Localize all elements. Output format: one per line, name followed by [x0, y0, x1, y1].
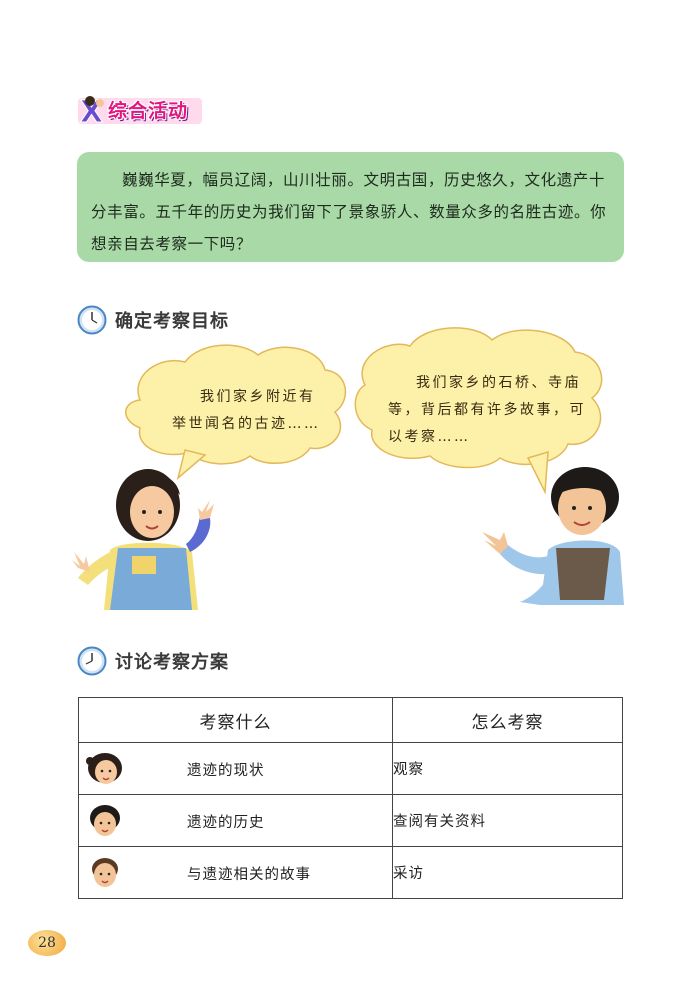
- clock-icon: [77, 646, 107, 676]
- girl-face-icon: [86, 753, 122, 784]
- table-cell-what: 遗迹的现状: [187, 763, 265, 779]
- section-header-goal: 确定考察目标: [77, 303, 229, 337]
- boy-face-icon: [92, 858, 118, 887]
- table-cell-how: 查阅有关资料: [392, 794, 623, 847]
- bubble-right-line: 我们家乡的石桥、寺庙: [416, 375, 581, 391]
- table-header-how: 怎么考察: [392, 697, 623, 743]
- table-cell-what: 与遗迹相关的故事: [187, 867, 311, 883]
- table-cell-what: 遗迹的历史: [187, 815, 265, 831]
- activity-badge: X 综合活动: [76, 94, 204, 131]
- table-cell-how: 观察: [392, 742, 623, 795]
- section-title: 讨论考察方案: [115, 652, 229, 673]
- bubble-left-line: 举世闻名的古迹……: [172, 416, 321, 432]
- table-row: 遗迹的现状 观察: [78, 742, 623, 795]
- section-title: 确定考察目标: [115, 311, 229, 332]
- activity-badge-label: 综合活动: [108, 100, 189, 122]
- speech-bubble-right: [354, 327, 603, 495]
- bubble-right-text: 我们家乡的石桥、寺庙 等，背后都有许多故事，可 以考察……: [388, 370, 586, 451]
- table-header-row: 考察什么 怎么考察: [78, 697, 623, 743]
- boy-face-icon: [90, 805, 120, 836]
- bubble-right-line: 等，背后都有许多故事，可: [388, 402, 586, 418]
- page-number: 28: [28, 930, 66, 956]
- bubble-left-line: 我们家乡附近有: [200, 389, 316, 405]
- girl-illustration: [72, 469, 214, 610]
- table-row: 遗迹的历史 查阅有关资料: [78, 794, 623, 847]
- bubble-right-line: 以考察……: [388, 429, 471, 445]
- section-header-plan: 讨论考察方案: [77, 644, 229, 678]
- clock-icon: [77, 305, 107, 335]
- boy-illustration: [482, 467, 624, 605]
- x-letter-kids-icon: X: [78, 95, 202, 131]
- table-header-what: 考察什么: [78, 697, 393, 743]
- speech-bubble-left: [125, 344, 347, 481]
- intro-text: 巍巍华夏，幅员辽阔，山川壮丽。文明古国，历史悠久，文化遗产十分丰富。五千年的历史…: [91, 171, 607, 253]
- plan-table: 考察什么 怎么考察 遗迹的现状 观察: [78, 697, 623, 899]
- table-row: 与遗迹相关的故事 采访: [78, 846, 623, 899]
- bubble-left-text: 我们家乡附近有 举世闻名的古迹……: [172, 384, 321, 438]
- table-cell-how: 采访: [392, 846, 623, 899]
- intro-box: 巍巍华夏，幅员辽阔，山川壮丽。文明古国，历史悠久，文化遗产十分丰富。五千年的历史…: [77, 152, 624, 262]
- speech-bubbles: [72, 327, 624, 610]
